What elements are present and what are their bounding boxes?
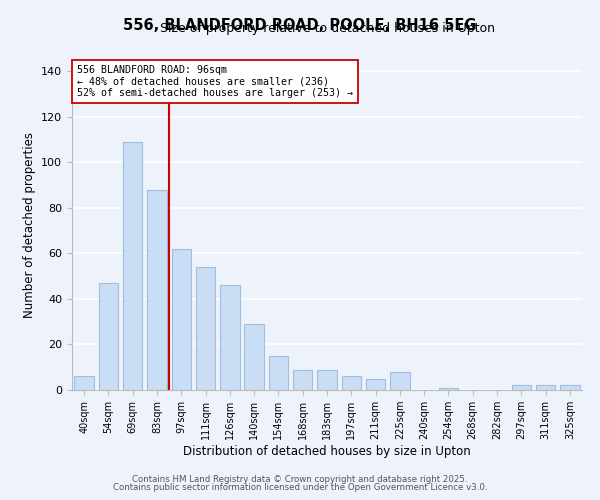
Bar: [172, 249, 191, 390]
Bar: [244, 324, 264, 390]
Bar: [390, 372, 410, 390]
Bar: [317, 370, 337, 390]
Text: 556, BLANDFORD ROAD, POOLE, BH16 5EG: 556, BLANDFORD ROAD, POOLE, BH16 5EG: [123, 18, 477, 32]
Text: Contains HM Land Registry data © Crown copyright and database right 2025.: Contains HM Land Registry data © Crown c…: [132, 475, 468, 484]
Bar: [536, 386, 555, 390]
Bar: [220, 286, 239, 390]
Bar: [512, 386, 531, 390]
Text: Contains public sector information licensed under the Open Government Licence v3: Contains public sector information licen…: [113, 483, 487, 492]
Bar: [560, 386, 580, 390]
Bar: [293, 370, 313, 390]
Bar: [366, 378, 385, 390]
Text: 556 BLANDFORD ROAD: 96sqm
← 48% of detached houses are smaller (236)
52% of semi: 556 BLANDFORD ROAD: 96sqm ← 48% of detac…: [77, 65, 353, 98]
Bar: [99, 283, 118, 390]
Bar: [196, 267, 215, 390]
Y-axis label: Number of detached properties: Number of detached properties: [23, 132, 35, 318]
Bar: [147, 190, 167, 390]
Title: Size of property relative to detached houses in Upton: Size of property relative to detached ho…: [160, 22, 494, 35]
Bar: [74, 376, 94, 390]
Bar: [123, 142, 142, 390]
Bar: [341, 376, 361, 390]
X-axis label: Distribution of detached houses by size in Upton: Distribution of detached houses by size …: [183, 445, 471, 458]
Bar: [269, 356, 288, 390]
Bar: [439, 388, 458, 390]
